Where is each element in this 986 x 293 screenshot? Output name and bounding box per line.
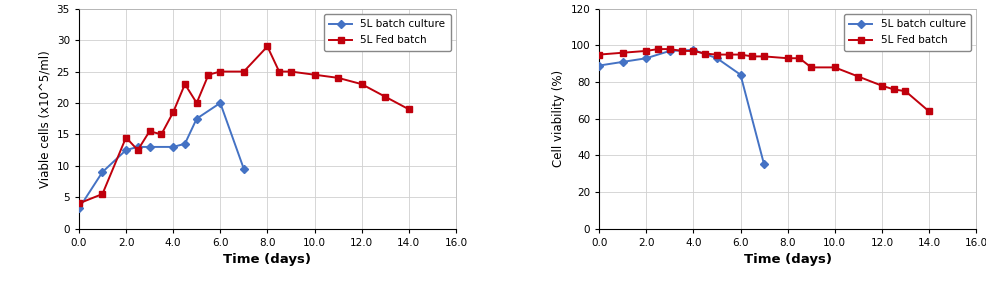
Line: 5L batch culture: 5L batch culture [76, 100, 246, 212]
5L Fed batch [97, 192, 108, 196]
5L batch culture [617, 60, 629, 64]
5L Fed batch [403, 108, 415, 111]
5L Fed batch [687, 49, 699, 53]
5L batch culture [97, 170, 108, 174]
X-axis label: Time (days): Time (days) [224, 253, 312, 266]
5L Fed batch [699, 52, 711, 55]
Line: 5L Fed batch: 5L Fed batch [76, 43, 412, 207]
5L Fed batch [876, 84, 887, 87]
5L Fed batch [617, 51, 629, 54]
Legend: 5L batch culture, 5L Fed batch: 5L batch culture, 5L Fed batch [844, 14, 971, 51]
5L Fed batch [640, 49, 652, 53]
5L batch culture [73, 207, 85, 210]
5L Fed batch [190, 101, 202, 105]
5L Fed batch [73, 202, 85, 205]
5L batch culture [190, 117, 202, 120]
5L batch culture [711, 57, 723, 60]
5L Fed batch [735, 53, 746, 56]
Y-axis label: Cell viability (%): Cell viability (%) [552, 70, 565, 167]
5L Fed batch [664, 47, 675, 51]
5L Fed batch [120, 136, 132, 139]
5L Fed batch [899, 89, 911, 93]
5L Fed batch [132, 148, 144, 152]
5L batch culture [664, 49, 675, 53]
5L batch culture [179, 142, 191, 146]
5L Fed batch [332, 76, 344, 80]
5L Fed batch [202, 73, 214, 76]
5L Fed batch [723, 53, 735, 56]
5L batch culture [594, 64, 605, 67]
5L batch culture [144, 145, 156, 149]
5L Fed batch [356, 82, 368, 86]
X-axis label: Time (days): Time (days) [743, 253, 831, 266]
5L Fed batch [887, 88, 899, 91]
Legend: 5L batch culture, 5L Fed batch: 5L batch culture, 5L Fed batch [324, 14, 451, 51]
5L Fed batch [923, 110, 935, 113]
5L Fed batch [746, 54, 758, 58]
5L Fed batch [309, 73, 320, 76]
5L Fed batch [380, 95, 391, 98]
5L Fed batch [179, 82, 191, 86]
5L Fed batch [782, 57, 794, 60]
Line: 5L Fed batch: 5L Fed batch [596, 46, 932, 115]
5L Fed batch [853, 75, 865, 78]
5L Fed batch [156, 133, 168, 136]
5L Fed batch [168, 111, 179, 114]
5L batch culture [687, 48, 699, 52]
5L batch culture [132, 145, 144, 149]
5L Fed batch [214, 70, 226, 73]
Y-axis label: Viable cells (x10^5/ml): Viable cells (x10^5/ml) [38, 50, 51, 188]
5L Fed batch [261, 45, 273, 48]
5L batch culture [640, 57, 652, 60]
5L Fed batch [594, 53, 605, 56]
5L Fed batch [144, 130, 156, 133]
5L Fed batch [794, 57, 806, 60]
5L Fed batch [711, 53, 723, 56]
5L Fed batch [238, 70, 249, 73]
Line: 5L batch culture: 5L batch culture [596, 47, 767, 168]
5L Fed batch [273, 70, 285, 73]
5L Fed batch [675, 49, 687, 53]
5L batch culture [758, 163, 770, 166]
5L batch culture [168, 145, 179, 149]
5L batch culture [735, 73, 746, 76]
5L Fed batch [806, 66, 817, 69]
5L Fed batch [758, 54, 770, 58]
5L batch culture [238, 167, 249, 171]
5L batch culture [120, 148, 132, 152]
5L Fed batch [829, 66, 841, 69]
5L batch culture [214, 101, 226, 105]
5L Fed batch [285, 70, 297, 73]
5L Fed batch [652, 47, 664, 51]
